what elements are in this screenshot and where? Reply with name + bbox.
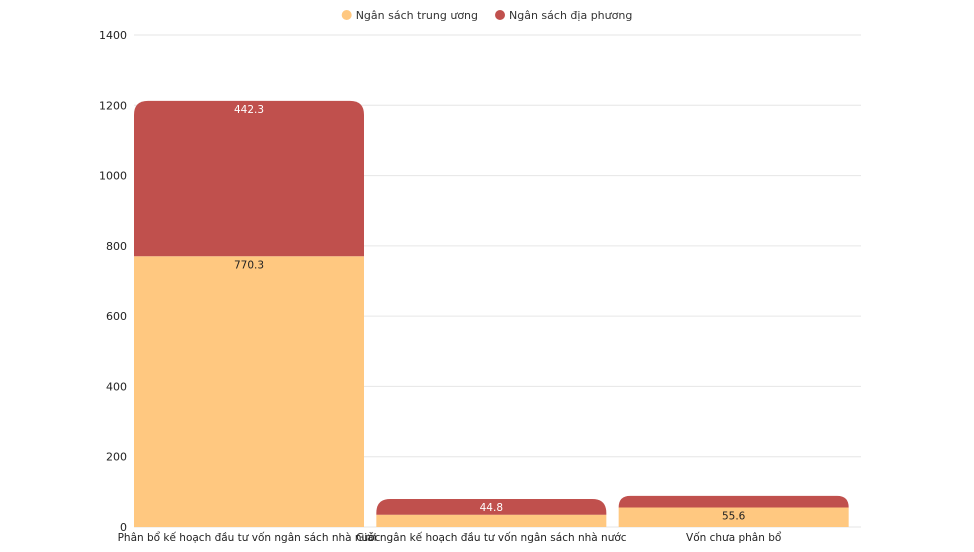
legend-item-ngan-sach-dia-phuong[interactable]: Ngân sách địa phương	[495, 9, 632, 22]
bar-ngan-sach-dia-phuong-3	[618, 495, 849, 508]
legend-item-ngan-sach-trung-uong[interactable]: Ngân sách trung ương	[341, 9, 478, 22]
legend-marker-ngan-sach-dia-phuong	[495, 10, 506, 20]
bar-ngan-sach-dia-phuong-2	[376, 498, 607, 515]
y-tick-label-0: 0	[120, 521, 127, 534]
bar-ngan-sach-trung-uong-3	[618, 507, 849, 527]
legend-label-ngan-sach-trung-uong: Ngân sách trung ương	[356, 9, 478, 22]
bars: 770.3 442.3 44.8 55.6	[134, 100, 849, 527]
data-label-ngan-sach-dia-phuong-1: 442.3	[234, 104, 264, 116]
y-axis: 0 200 400 600 800 1000 1200 1400	[99, 29, 127, 534]
x-axis: Phân bổ kế hoạch đầu tư vốn ngân sách nh…	[118, 531, 782, 544]
x-category-label-1: Phân bổ kế hoạch đầu tư vốn ngân sách nh…	[118, 531, 381, 544]
y-tick-label-1000: 1000	[99, 170, 127, 183]
bar-ngan-sach-trung-uong-2	[376, 514, 607, 527]
data-label-ngan-sach-dia-phuong-2: 44.8	[480, 502, 503, 514]
y-tick-label-400: 400	[106, 380, 127, 393]
bar-ngan-sach-dia-phuong-1	[134, 100, 364, 257]
y-tick-label-200: 200	[106, 451, 127, 464]
data-label-ngan-sach-trung-uong-1: 770.3	[234, 259, 264, 271]
y-tick-label-1400: 1400	[99, 29, 127, 42]
y-tick-label-600: 600	[106, 310, 127, 323]
y-tick-label-1200: 1200	[99, 99, 127, 112]
legend-marker-ngan-sach-trung-uong	[341, 10, 352, 20]
legend: Ngân sách trung ương Ngân sách địa phương	[341, 9, 632, 22]
bar-ngan-sach-trung-uong-1	[134, 256, 364, 527]
legend-label-ngan-sach-dia-phuong: Ngân sách địa phương	[509, 9, 632, 22]
y-tick-label-800: 800	[106, 240, 127, 253]
data-label-ngan-sach-trung-uong-3: 55.6	[722, 510, 746, 522]
x-category-label-2: Giải ngân kế hoạch đầu tư vốn ngân sách …	[356, 532, 627, 544]
x-category-label-3: Vốn chưa phân bổ	[686, 531, 782, 544]
